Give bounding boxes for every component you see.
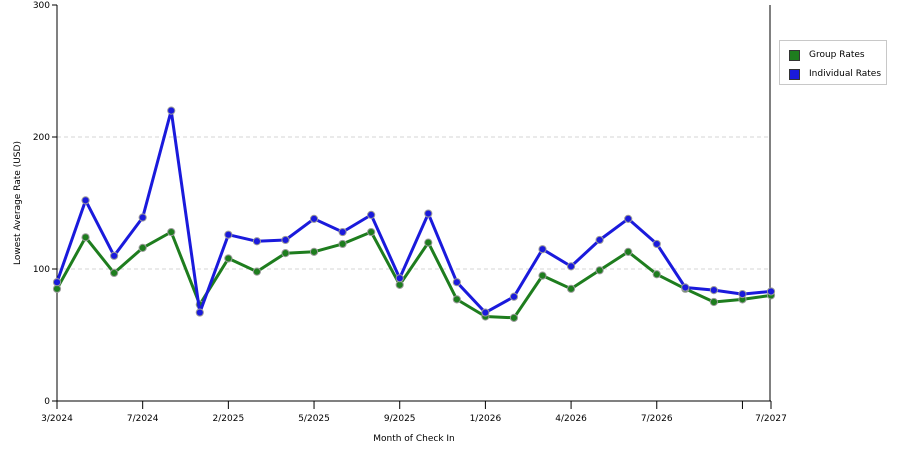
- data-point-individual-rates: [738, 289, 747, 299]
- y-ticks: 0 100 200 300: [33, 1, 57, 407]
- data-point-individual-rates: [566, 262, 576, 271]
- data-point-individual-rates: [395, 274, 404, 283]
- data-point-individual-rates: [652, 239, 661, 249]
- data-point-individual-rates: [195, 308, 204, 317]
- data-point-individual-rates: [424, 209, 433, 218]
- data-point-individual-rates: [338, 227, 347, 237]
- data-point-individual-rates: [624, 214, 633, 223]
- x-tick-label: 1/2026: [470, 414, 502, 424]
- x-tick-label: 7/2027: [755, 414, 787, 424]
- x-ticks: 3/2024 7/2024 2/2025 5/2025 9/2025 1/2026 4/20…: [41, 401, 787, 424]
- series: [52, 106, 776, 322]
- legend-swatch-group-rates: [789, 49, 800, 61]
- data-point-individual-rates: [681, 283, 690, 292]
- y-axis-title: Lowest Average Rate (USD): [13, 141, 23, 265]
- data-point-individual-rates: [81, 196, 90, 205]
- legend-swatch-individual-rates: [789, 68, 800, 80]
- x-tick-label: 5/2025: [298, 414, 330, 424]
- data-point-individual-rates: [452, 278, 461, 287]
- data-point-individual-rates: [138, 213, 147, 222]
- y-tick-label: 0: [44, 397, 50, 407]
- y-tick-label: 200: [33, 133, 50, 143]
- data-point-individual-rates: [509, 292, 519, 301]
- data-point-individual-rates: [252, 237, 262, 246]
- data-point-group-rates: [110, 268, 119, 278]
- data-point-group-rates: [595, 266, 604, 275]
- legend-item-individual-rates: Individual Rates: [789, 67, 881, 81]
- data-point-group-rates: [452, 295, 461, 304]
- x-tick-label: 4/2026: [555, 414, 587, 424]
- series-line-group-rates: [55, 230, 772, 320]
- legend-label-group-rates: Group Rates: [809, 50, 865, 60]
- data-point-group-rates: [252, 267, 262, 276]
- data-point-group-rates: [338, 239, 347, 249]
- series-line-individual-rates: [55, 109, 772, 315]
- data-point-individual-rates: [281, 235, 290, 245]
- data-point-group-rates: [709, 297, 718, 307]
- x-tick-label: 7/2026: [641, 414, 673, 424]
- x-axis-title: Month of Check In: [373, 434, 455, 444]
- data-point-individual-rates: [309, 214, 319, 223]
- x-tick-label: 7/2024: [127, 414, 159, 424]
- x-tick-label: 2/2025: [213, 414, 245, 424]
- x-tick-label: 3/2024: [41, 414, 73, 424]
- data-point-individual-rates: [110, 251, 119, 260]
- data-point-individual-rates: [481, 308, 490, 317]
- data-point-group-rates: [281, 249, 290, 258]
- legend: Group Rates Individual Rates: [779, 40, 887, 85]
- legend-label-individual-rates: Individual Rates: [809, 69, 882, 79]
- legend-item-group-rates: Group Rates: [789, 48, 865, 62]
- data-point-individual-rates: [224, 230, 233, 239]
- data-point-group-rates: [367, 227, 376, 237]
- data-point-individual-rates: [52, 278, 62, 287]
- data-point-group-rates: [566, 284, 576, 293]
- data-point-group-rates: [81, 233, 90, 242]
- x-tick-label: 9/2025: [384, 414, 416, 424]
- y-tick-label: 100: [33, 265, 50, 275]
- data-point-individual-rates: [167, 106, 176, 115]
- data-point-group-rates: [538, 271, 547, 280]
- series-group-rates: [52, 227, 776, 322]
- data-point-individual-rates: [709, 286, 718, 295]
- data-point-group-rates: [509, 313, 519, 322]
- data-point-group-rates: [424, 238, 433, 247]
- data-point-group-rates: [167, 227, 176, 237]
- data-point-group-rates: [624, 247, 633, 256]
- y-tick-label: 300: [33, 1, 50, 11]
- data-point-group-rates: [138, 243, 147, 252]
- data-point-individual-rates: [766, 287, 776, 296]
- data-point-group-rates: [652, 270, 661, 279]
- data-point-individual-rates: [367, 210, 376, 219]
- data-point-group-rates: [224, 254, 233, 263]
- data-point-individual-rates: [538, 245, 547, 254]
- series-individual-rates: [52, 106, 776, 317]
- data-point-group-rates: [309, 247, 319, 256]
- data-point-individual-rates: [595, 235, 604, 245]
